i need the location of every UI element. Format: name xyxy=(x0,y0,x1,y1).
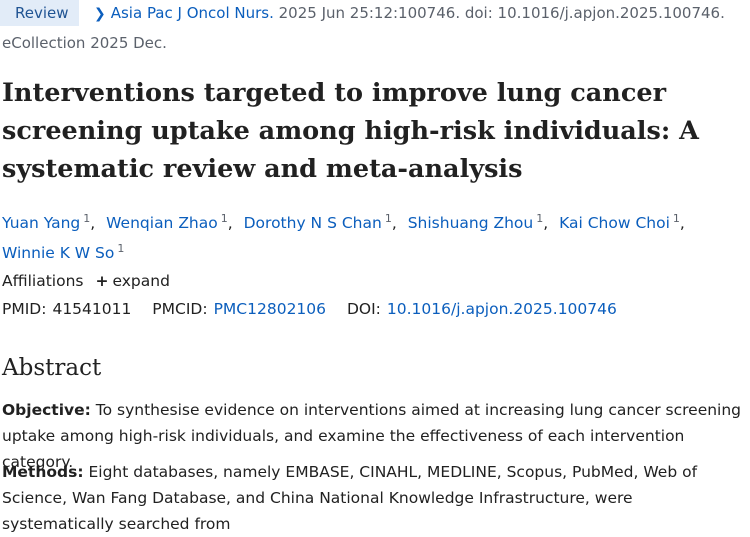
author-link[interactable]: Shishuang Zhou xyxy=(407,214,534,232)
pmcid-link[interactable]: PMC12802106 xyxy=(213,300,327,318)
journal-link[interactable]: Asia Pac J Oncol Nurs. xyxy=(110,4,274,22)
author-list: Yuan Yang 1, Wenqian Zhao 1, Dorothy N S C… xyxy=(2,206,742,266)
abstract-heading: Abstract xyxy=(2,355,102,381)
author-separator: , xyxy=(679,214,685,232)
author-link[interactable]: Winnie K W So xyxy=(2,244,115,262)
affiliations-label: Affiliations xyxy=(2,272,84,290)
publication-type-badge: Review xyxy=(0,0,79,26)
citation-details: 2025 Jun 25:12:100746. doi: 10.1016/j.ap… xyxy=(273,4,725,22)
doi-label: DOI: xyxy=(346,300,381,318)
citation-bar: Review ❯ Asia Pac J Oncol Nurs. 2025 Jun … xyxy=(0,0,750,30)
affiliation-ref[interactable]: 1 xyxy=(672,212,680,225)
author-separator: , xyxy=(227,214,233,232)
methods-text: Eight databases, namely EMBASE, CINAHL, … xyxy=(2,463,698,533)
affiliations-toggle[interactable]: Affiliations + expand xyxy=(2,272,170,290)
pmid-label: PMID: xyxy=(2,300,47,318)
expand-label: expand xyxy=(112,272,170,290)
affiliation-ref[interactable]: 1 xyxy=(83,212,91,225)
author-separator: , xyxy=(391,214,397,232)
author-link[interactable]: Dorothy N S Chan xyxy=(243,214,382,232)
affiliation-ref[interactable]: 1 xyxy=(117,242,125,255)
abstract-methods: Methods: Eight databases, namely EMBASE,… xyxy=(2,459,747,537)
objective-label: Objective: xyxy=(2,401,91,419)
chevron-right-icon: ❯ xyxy=(94,6,106,22)
ecollection-note: eCollection 2025 Dec. xyxy=(2,34,167,52)
methods-label: Methods: xyxy=(2,463,84,481)
author-link[interactable]: Wenqian Zhao xyxy=(106,214,218,232)
author-separator: , xyxy=(543,214,549,232)
abstract-objective: Objective: To synthesise evidence on int… xyxy=(2,397,747,475)
plus-icon: + xyxy=(95,272,109,290)
affiliation-ref[interactable]: 1 xyxy=(536,212,544,225)
objective-text: To synthesise evidence on interventions … xyxy=(2,401,742,471)
author-link[interactable]: Yuan Yang xyxy=(2,214,81,232)
citation-line: ❯ Asia Pac J Oncol Nurs. 2025 Jun 25:12:1… xyxy=(94,4,725,22)
affiliation-ref[interactable]: 1 xyxy=(384,212,392,225)
author-separator: , xyxy=(90,214,96,232)
pmid-value: 41541011 xyxy=(52,300,132,318)
doi-link[interactable]: 10.1016/j.apjon.2025.100746 xyxy=(386,300,617,318)
pmcid-label: PMCID: xyxy=(152,300,208,318)
article-title: Interventions targeted to improve lung c… xyxy=(2,78,699,184)
affiliation-ref[interactable]: 1 xyxy=(220,212,228,225)
author-link[interactable]: Kai Chow Choi xyxy=(559,214,670,232)
identifiers-row: PMID: 41541011 PMCID: PMC12802106 DOI: 10.1… xyxy=(2,300,617,318)
